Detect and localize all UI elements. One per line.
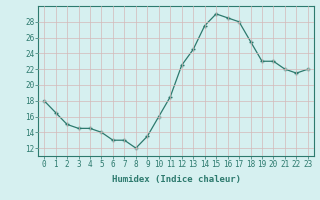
X-axis label: Humidex (Indice chaleur): Humidex (Indice chaleur)	[111, 175, 241, 184]
